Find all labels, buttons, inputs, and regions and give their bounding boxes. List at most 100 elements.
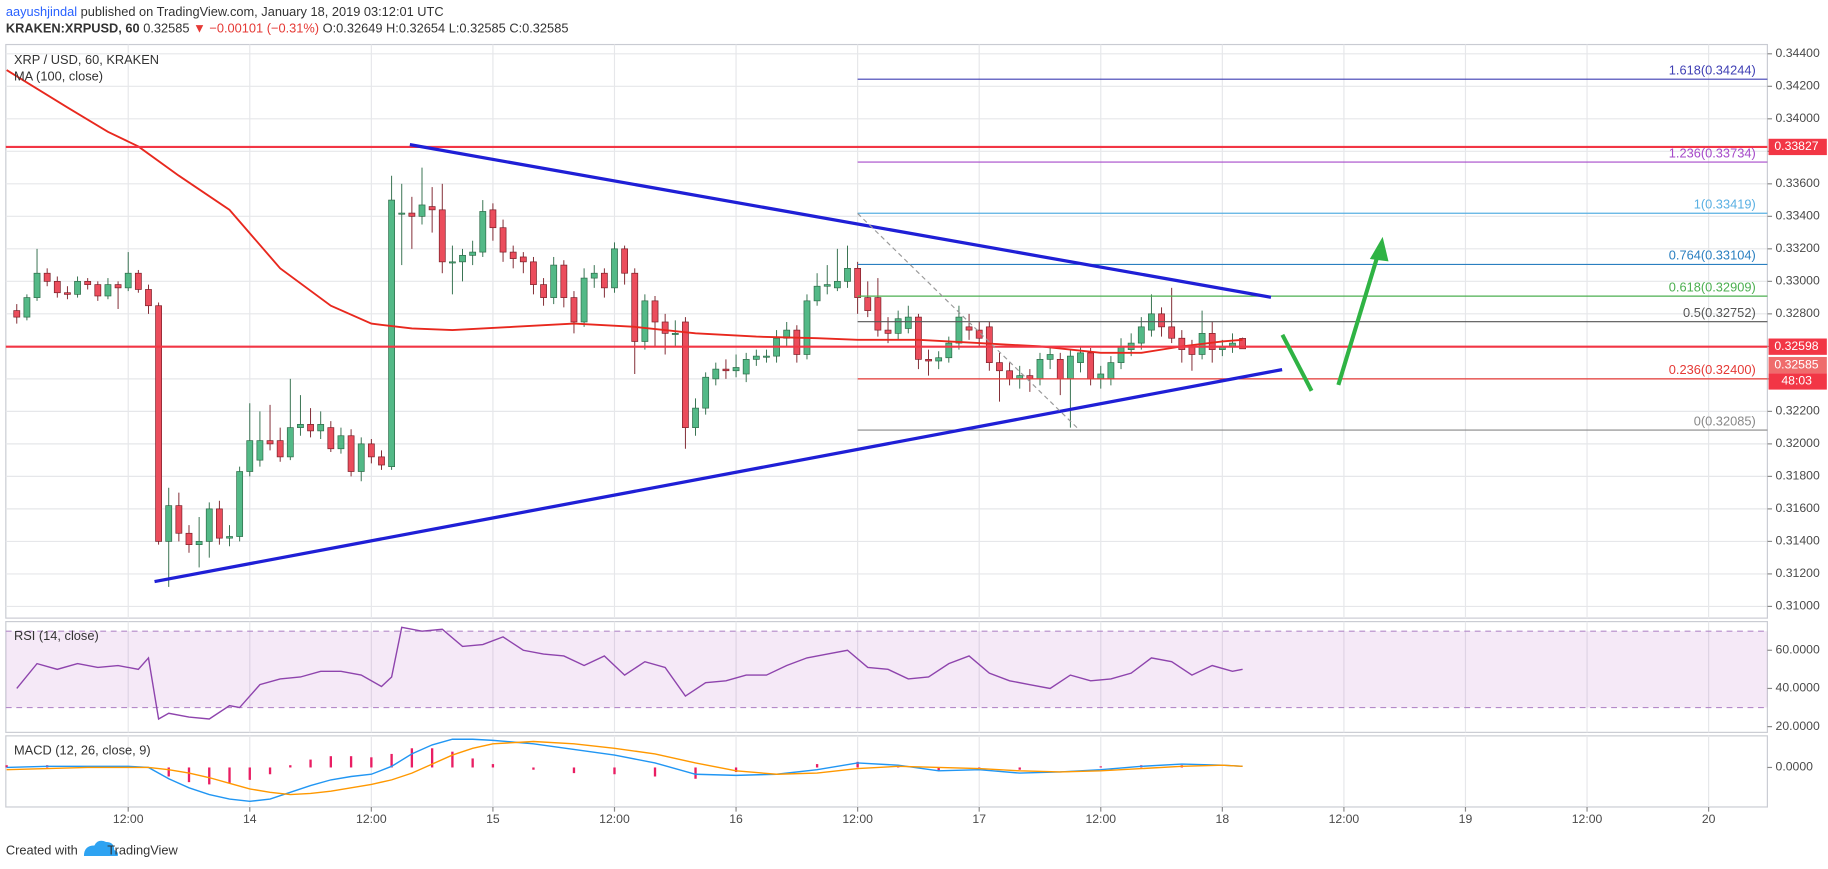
candle-body (134, 272, 142, 290)
x-tick-label: 12:00 (599, 812, 630, 826)
candle-body (195, 541, 203, 546)
candle-body (1046, 354, 1054, 360)
candle-body (175, 505, 183, 534)
change: ▼ −0.00101 (−0.31%) (193, 21, 319, 36)
candle-body (874, 297, 882, 331)
candle-body (84, 280, 92, 285)
candle-body (286, 427, 294, 458)
candle-body (793, 329, 801, 355)
candle-body (378, 456, 385, 466)
fib-label: 0.764(0.33104) (1669, 248, 1756, 263)
header-line: aayushjindal published on TradingView.co… (6, 4, 444, 19)
candle-body (469, 251, 477, 256)
fib-label: 1(0.33419) (1694, 196, 1756, 211)
candle-body (965, 326, 973, 331)
candle-body (1117, 346, 1125, 363)
candle-body (833, 280, 841, 289)
pane-title: RSI (14, close) (14, 628, 99, 643)
countdown: 48:03 (1781, 374, 1812, 388)
candle-body (631, 272, 639, 342)
last: 0.32585 (143, 21, 189, 36)
price-tag-label: 0.32598 (1774, 339, 1818, 353)
x-tick-label: 12:00 (356, 812, 387, 826)
candle-body (590, 272, 598, 279)
candle-body (499, 227, 507, 253)
candle-body (256, 440, 264, 461)
candle-body (864, 297, 872, 311)
pane-frame (5, 43, 1768, 619)
trendline (154, 367, 1283, 584)
candle-body (955, 316, 963, 344)
candle-body (479, 211, 487, 253)
fib-label: 0.618(0.32909) (1669, 279, 1756, 294)
candle-body (600, 272, 608, 289)
candle-body (398, 212, 406, 215)
candle-body (813, 285, 821, 302)
y-tick-label: 0.33400 (1776, 209, 1820, 223)
fib-label: 1.236(0.33734) (1669, 145, 1756, 160)
chart-title: XRP / USD, 60, KRAKEN (14, 52, 159, 67)
x-tick-label: 12:00 (113, 812, 144, 826)
y-tick-label: 0.34000 (1776, 111, 1820, 125)
x-tick-label: 15 (486, 812, 500, 826)
high: H:0.32654 (386, 21, 445, 36)
candle-body (276, 440, 284, 458)
candle-body (894, 318, 902, 334)
candle-body (165, 505, 173, 542)
candle-body (1239, 338, 1246, 350)
y-tick-label: 0.34200 (1776, 79, 1820, 93)
candle-body (1036, 359, 1044, 380)
candle-body (1168, 326, 1176, 339)
candle-body (682, 321, 689, 428)
x-tick-label: 17 (972, 812, 986, 826)
candle-body (1077, 352, 1084, 363)
y-tick-label: 0.0000 (1776, 760, 1814, 774)
symbol-line: KRAKEN:XRPUSD, 60 0.32585 ▼ −0.00101 (−0… (6, 21, 569, 36)
candle-body (752, 355, 760, 360)
arrow-down (1280, 333, 1314, 392)
footer-brand[interactable]: TradingView (107, 843, 178, 858)
candle-body (985, 326, 993, 363)
y-tick-label: 40.0000 (1776, 681, 1820, 695)
signal-line (6, 740, 1243, 796)
moving-average (6, 69, 1243, 354)
candle-body (611, 248, 618, 289)
candle-body (33, 272, 41, 298)
candle-body (226, 536, 233, 539)
candle-body (1137, 326, 1145, 344)
candle-body (1158, 313, 1165, 328)
candle-body (580, 277, 588, 323)
price-tag-label: 0.33827 (1774, 139, 1818, 153)
countdown-tag (1768, 373, 1827, 390)
fib-label: 0.5(0.32752) (1683, 305, 1756, 320)
author[interactable]: aayushjindal (6, 4, 77, 19)
fib-label: 0.236(0.32400) (1669, 362, 1756, 377)
candle-body (347, 435, 355, 472)
y-tick-label: 20.0000 (1776, 719, 1820, 733)
y-tick-label: 0.33600 (1776, 176, 1820, 190)
pane-title: MACD (12, 26, close, 9) (14, 742, 151, 757)
legend-ma: MA (100, close) (14, 69, 103, 84)
candle-body (732, 367, 740, 372)
low: L:0.32585 (449, 21, 506, 36)
candle-body (1066, 355, 1074, 380)
candle-body (246, 440, 254, 472)
candle-body (438, 209, 446, 263)
candle-body (428, 206, 436, 211)
candle-body (114, 284, 122, 289)
rsi-line (16, 626, 1243, 721)
candle-body (661, 321, 669, 334)
candle-body (104, 284, 112, 297)
candle-body (43, 272, 51, 282)
last-price-tag (1768, 356, 1827, 374)
candle-body (692, 407, 699, 428)
x-tick-label: 14 (243, 812, 257, 826)
open: O:0.32649 (323, 21, 383, 36)
candle-body (530, 261, 537, 285)
trendline (409, 143, 1272, 299)
y-tick-label: 0.32000 (1776, 436, 1820, 450)
candle-body (509, 251, 517, 259)
symbol: KRAKEN:XRPUSD, 60 (6, 21, 140, 36)
